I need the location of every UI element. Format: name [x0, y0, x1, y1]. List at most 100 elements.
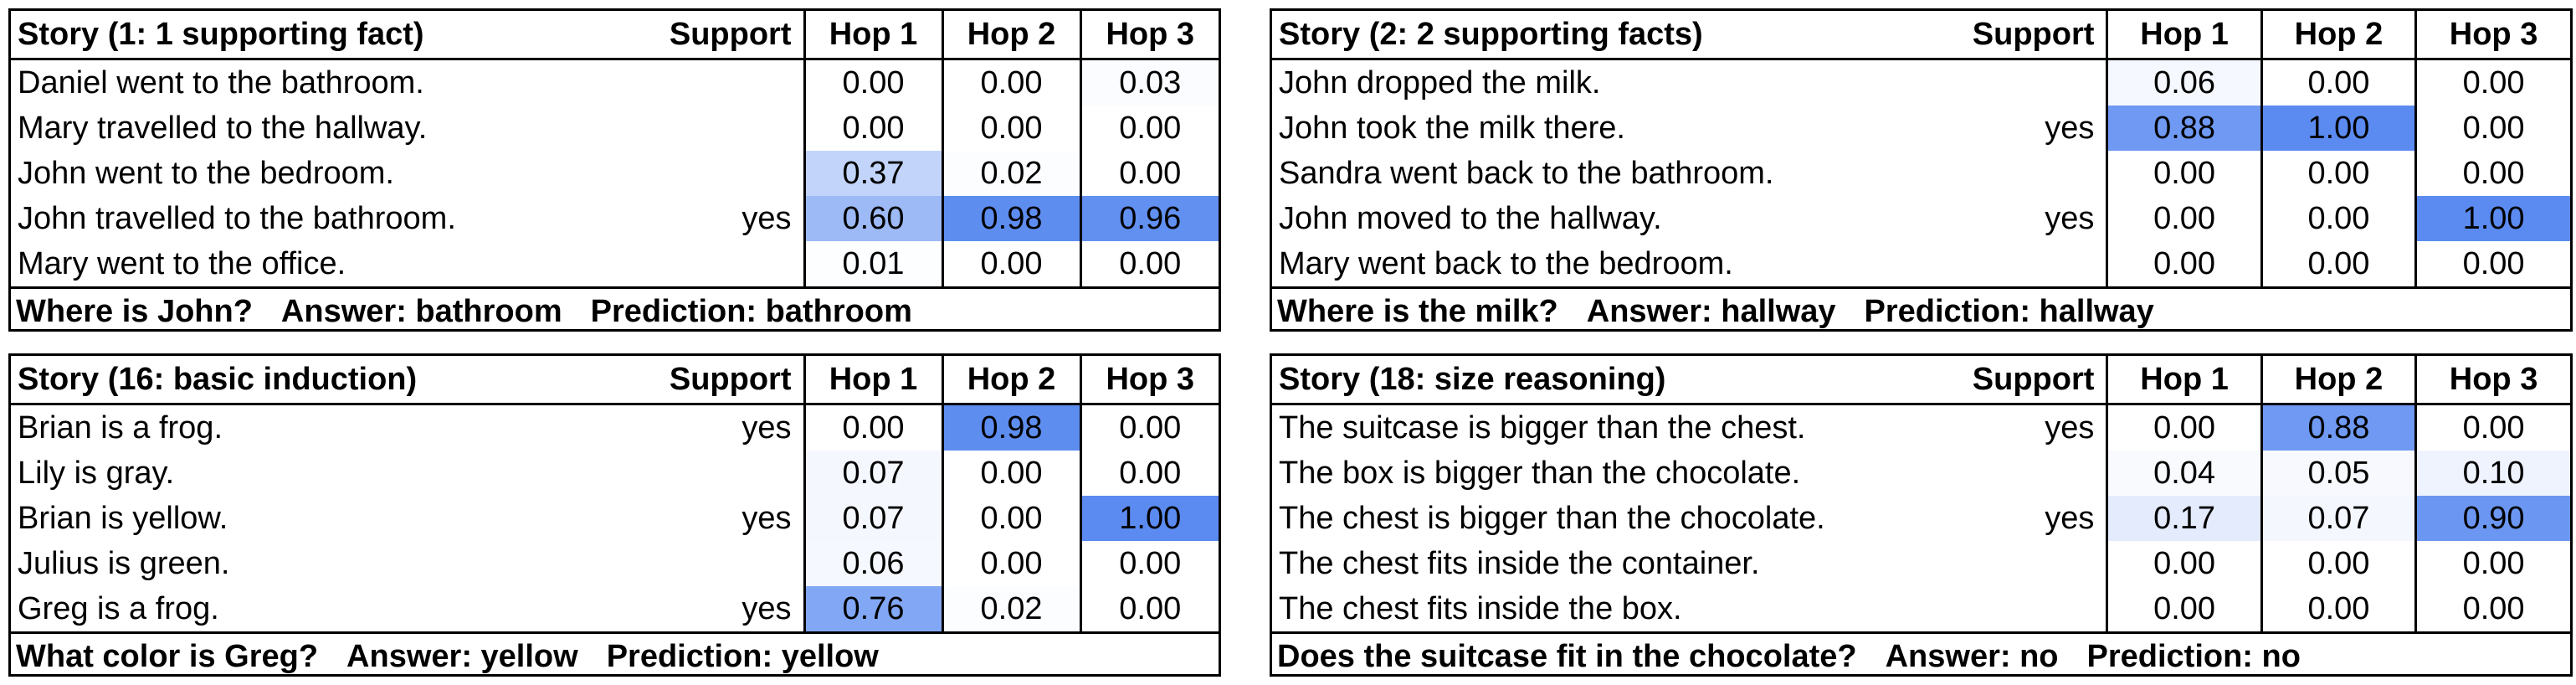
prediction-text: Prediction: bathroom: [590, 294, 912, 329]
support-cell: yes: [741, 501, 792, 536]
hop1-cell: 0.60: [803, 196, 942, 241]
table-row: Mary went back to the bedroom. 0.00 0.00 0.…: [1272, 241, 2570, 288]
support-cell: yes: [2045, 201, 2095, 236]
header-row: Story (18: size reasoning) Support Hop 1…: [1272, 356, 2570, 405]
support-cell: yes: [2045, 410, 2095, 446]
table-row: John took the milk there. yes 0.88 1.00 0.00: [1272, 106, 2570, 151]
sentence: The box is bigger than the chocolate.: [1279, 456, 1801, 491]
hop1-cell: 0.00: [2106, 196, 2262, 241]
qa-row: What color is Greg? Answer: yellow Predict…: [11, 631, 1219, 679]
story-panel-18: Story (18: size reasoning) Support Hop 1…: [1270, 353, 2573, 679]
hop2-cell: 0.02: [941, 151, 1080, 196]
hop1-cell: 0.00: [2106, 404, 2262, 451]
story-table-18: Story (18: size reasoning) Support Hop 1…: [1272, 356, 2570, 679]
hop2-cell: 0.00: [941, 541, 1080, 586]
hop3-cell: 0.00: [2414, 106, 2570, 151]
support-header: Support: [1947, 11, 2107, 60]
hop2-cell: 0.02: [941, 586, 1080, 633]
hop1-header: Hop 1: [803, 11, 942, 60]
hop1-cell: 0.00: [2106, 151, 2262, 196]
hop1-cell: 0.06: [2106, 59, 2262, 106]
answer-text: Answer: no: [1885, 639, 2059, 674]
hop1-header: Hop 1: [2106, 11, 2262, 60]
story-title: Story (1: 1 supporting fact): [11, 11, 644, 60]
hop2-cell: 0.07: [2260, 496, 2416, 541]
support-cell: [644, 106, 804, 151]
hop2-header: Hop 2: [2260, 356, 2416, 405]
table-row: Greg is a frog. yes 0.76 0.02 0.00: [11, 586, 1219, 633]
sentence: Daniel went to the bathroom.: [18, 65, 424, 100]
hop3-cell: 1.00: [2414, 196, 2570, 241]
table-row: The chest is bigger than the chocolate. y…: [1272, 496, 2570, 541]
header-row: Story (2: 2 supporting facts) Support Ho…: [1272, 11, 2570, 60]
hop3-cell: 0.10: [2414, 451, 2570, 496]
hop3-header: Hop 3: [1079, 356, 1219, 405]
table-row: John dropped the milk. 0.06 0.00 0.00: [1272, 59, 2570, 106]
qa-row: Where is the milk? Answer: hallway Predict…: [1272, 286, 2570, 334]
header-row: Story (1: 1 supporting fact) Support Hop…: [11, 11, 1219, 60]
hop2-cell: 0.00: [941, 451, 1080, 496]
table-row: John went to the bedroom. 0.37 0.02 0.00: [11, 151, 1219, 196]
sentence: The chest fits inside the container.: [1279, 546, 1760, 581]
hop3-cell: 0.00: [1079, 586, 1219, 633]
support-cell: [1947, 451, 2107, 496]
prediction-text: Prediction: no: [2086, 639, 2301, 674]
answer-text: Answer: hallway: [1586, 294, 1836, 329]
hop3-cell: 0.96: [1079, 196, 1219, 241]
table-row: John moved to the hallway. yes 0.00 0.00 1.0…: [1272, 196, 2570, 241]
hop1-cell: 0.00: [803, 59, 942, 106]
hop3-cell: 0.00: [2414, 541, 2570, 586]
support-cell: [644, 59, 804, 106]
sentence: Brian is yellow.: [18, 501, 228, 536]
table-row: The chest fits inside the container. 0.00…: [1272, 541, 2570, 586]
hop2-cell: 0.00: [941, 59, 1080, 106]
hop1-cell: 0.00: [2106, 241, 2262, 288]
sentence: Mary went back to the bedroom.: [1279, 246, 1733, 281]
hop2-cell: 0.00: [2260, 586, 2416, 633]
sentence: Lily is gray.: [18, 456, 175, 491]
hop3-cell: 0.00: [2414, 59, 2570, 106]
support-cell: [1947, 59, 2107, 106]
question-text: Where is John?: [16, 294, 253, 329]
table-row: The box is bigger than the chocolate. 0.0…: [1272, 451, 2570, 496]
support-cell: yes: [741, 201, 792, 236]
table-row: Mary travelled to the hallway. 0.00 0.00 0.…: [11, 106, 1219, 151]
sentence: Mary went to the office.: [18, 246, 346, 281]
sentence: The chest is bigger than the chocolate.: [1279, 501, 1825, 536]
hop2-header: Hop 2: [2260, 11, 2416, 60]
hop3-cell: 0.00: [1079, 106, 1219, 151]
hop2-cell: 0.00: [2260, 196, 2416, 241]
story-title: Story (2: 2 supporting facts): [1272, 11, 1947, 60]
support-header: Support: [1947, 356, 2107, 405]
answer-text: Answer: yellow: [346, 639, 578, 674]
table-row: The suitcase is bigger than the chest. ye…: [1272, 404, 2570, 451]
table-row: John travelled to the bathroom. yes 0.60 0.…: [11, 196, 1219, 241]
hop3-cell: 0.03: [1079, 59, 1219, 106]
support-cell: yes: [741, 410, 792, 446]
hop3-cell: 0.00: [2414, 241, 2570, 288]
hop1-cell: 0.17: [2106, 496, 2262, 541]
sentence: John moved to the hallway.: [1279, 201, 1662, 236]
hop1-cell: 0.00: [803, 106, 942, 151]
hop1-cell: 0.07: [803, 496, 942, 541]
hop1-cell: 0.76: [803, 586, 942, 633]
hop2-cell: 0.98: [941, 196, 1080, 241]
story-title: Story (18: size reasoning): [1272, 356, 1947, 405]
sentence: Julius is green.: [18, 546, 230, 581]
table-row: Julius is green. 0.06 0.00 0.00: [11, 541, 1219, 586]
story-table-1: Story (1: 1 supporting fact) Support Hop…: [11, 11, 1219, 334]
qa-row: Where is John? Answer: bathroom Prediction…: [11, 286, 1219, 334]
header-row: Story (16: basic induction) Support Hop …: [11, 356, 1219, 405]
hop3-header: Hop 3: [1079, 11, 1219, 60]
hop3-cell: 0.00: [2414, 586, 2570, 633]
question-text: Does the suitcase fit in the chocolate?: [1277, 639, 1857, 674]
hop2-cell: 0.00: [2260, 541, 2416, 586]
sentence: John travelled to the bathroom.: [18, 201, 456, 236]
support-cell: [644, 151, 804, 196]
hop3-cell: 0.00: [1079, 451, 1219, 496]
support-cell: [1947, 586, 2107, 633]
hop2-cell: 0.00: [941, 241, 1080, 288]
hop1-cell: 0.07: [803, 451, 942, 496]
question-text: Where is the milk?: [1277, 294, 1558, 329]
hop3-cell: 0.00: [1079, 241, 1219, 288]
